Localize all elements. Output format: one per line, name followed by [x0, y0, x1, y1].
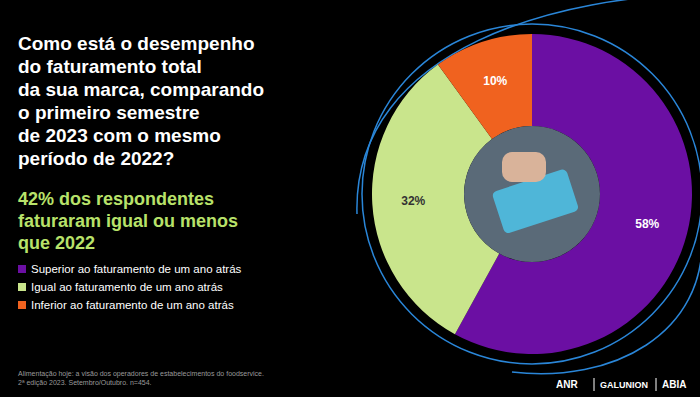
legend-swatch	[18, 265, 26, 273]
donut: 58% 32% 10%	[372, 34, 692, 354]
data-label: 10%	[483, 74, 507, 88]
decoration	[357, 0, 700, 374]
legend-swatch	[18, 301, 26, 309]
legend-label: Superior ao faturamento de um ano atrás	[31, 263, 242, 275]
data-label: 58%	[635, 217, 659, 231]
legend: Superior ao faturamento de um ano atrás I…	[18, 263, 242, 311]
source: Alimentação hoje: a visão dos operadores…	[18, 370, 264, 387]
hand	[502, 152, 546, 182]
data-label: 32%	[401, 194, 425, 208]
center-circle	[464, 126, 600, 262]
logo: ANR	[556, 379, 578, 390]
legend-swatch	[18, 283, 26, 291]
logo: ABIA	[662, 379, 686, 390]
background	[0, 0, 700, 397]
logo: GALUNION	[600, 380, 648, 390]
logo-separator	[594, 378, 595, 391]
title: Como está o desempenhodo faturamento tot…	[18, 33, 264, 169]
logo-separator	[656, 378, 657, 391]
deco-ring	[362, 24, 700, 364]
slice	[438, 34, 532, 139]
logos: ANR GALUNION ABIA	[556, 378, 686, 391]
slice	[455, 34, 692, 354]
legend-label: Inferior ao faturamento de um ano atrás	[31, 299, 234, 311]
canvas: Como está o desempenhodo faturamento tot…	[0, 0, 700, 397]
center-image	[464, 126, 600, 262]
subtitle: 42% dos respondentesfaturaram igual ou m…	[18, 189, 238, 253]
legend-label: Igual ao faturamento de um ano atrás	[31, 281, 223, 293]
